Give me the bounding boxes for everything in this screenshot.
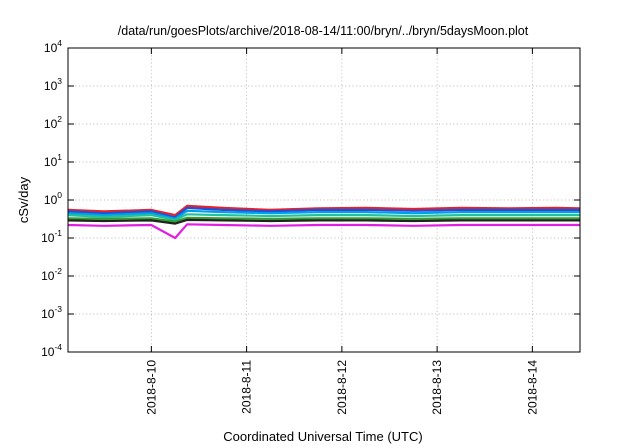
x-tick-label: 2018-8-10	[144, 360, 158, 415]
y-tick-base: 10	[41, 345, 55, 359]
y-tick-exponent: -3	[54, 304, 62, 314]
y-tick-label: 104	[44, 38, 62, 55]
y-tick-exponent: -4	[54, 342, 62, 352]
series-line-1	[67, 204, 581, 217]
x-tick-label: 2018-8-12	[335, 360, 349, 415]
series-line-3	[67, 209, 580, 220]
x-tick-label: 2018-8-11	[240, 360, 254, 414]
x-tick-label: 2018-8-14	[525, 360, 539, 415]
y-tick-label: 10-4	[41, 342, 62, 359]
x-axis-label: Coordinated Universal Time (UTC)	[223, 429, 422, 444]
chart-title: /data/run/goesPlots/archive/2018-08-14/1…	[118, 24, 529, 38]
series-group	[67, 204, 581, 240]
y-tick-label: 10-1	[41, 228, 62, 245]
series-line-6	[67, 218, 580, 225]
y-tick-label: 101	[44, 152, 62, 169]
y-tick-exponent: 1	[57, 152, 62, 162]
series-line-4	[67, 213, 580, 221]
y-tick-base: 10	[44, 193, 58, 207]
y-tick-base: 10	[41, 269, 55, 283]
series-line-5	[67, 216, 580, 223]
x-tick-label: 2018-8-13	[430, 360, 444, 415]
y-tick-base: 10	[41, 231, 55, 245]
y-tick-base: 10	[44, 41, 58, 55]
y-tick-label: 100	[44, 190, 62, 207]
y-tick-label: 103	[44, 76, 62, 93]
series-line-7	[67, 223, 580, 240]
y-tick-label: 10-2	[41, 266, 62, 283]
y-tick-exponent: 2	[57, 114, 62, 124]
y-tick-label: 102	[44, 114, 62, 131]
y-tick-base: 10	[41, 307, 55, 321]
y-tick-base: 10	[44, 155, 58, 169]
y-tick-label: 10-3	[41, 304, 62, 321]
y-tick-exponent: -1	[54, 228, 62, 238]
y-axis-label: cSv/day	[16, 176, 31, 223]
y-tick-base: 10	[44, 79, 58, 93]
y-tick-exponent: 3	[57, 76, 62, 86]
x-axis: 2018-8-10 2018-8-11 2018-8-12 2018-8-13 2018…	[144, 48, 539, 415]
series-line-2	[67, 206, 580, 219]
y-tick-exponent: 4	[57, 38, 62, 48]
y-tick-base: 10	[44, 117, 58, 131]
y-tick-exponent: 0	[57, 190, 62, 200]
grid	[68, 48, 580, 352]
y-tick-exponent: -2	[54, 266, 62, 276]
